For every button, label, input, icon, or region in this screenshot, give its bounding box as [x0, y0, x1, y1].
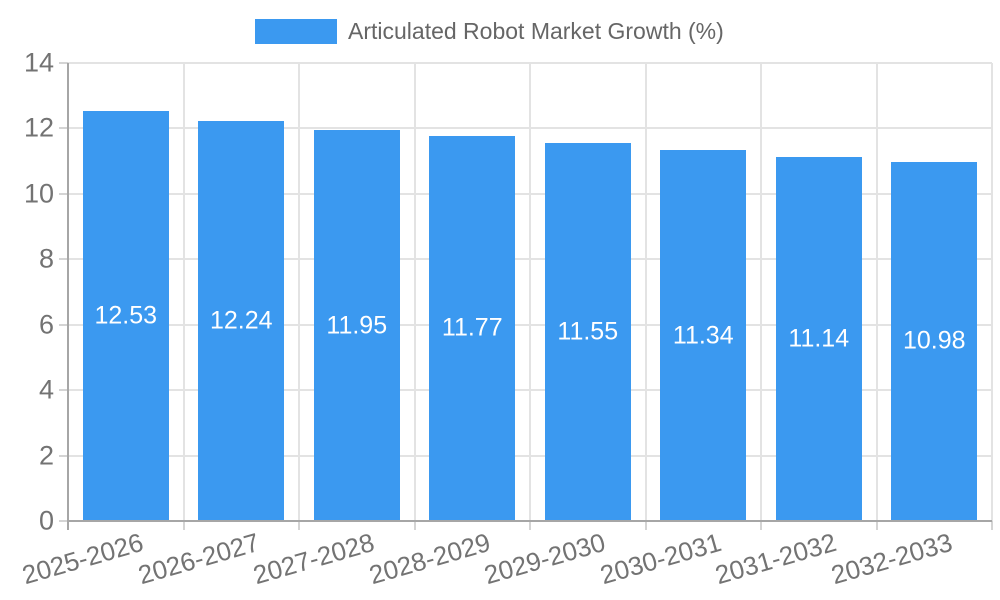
y-axis-line — [67, 63, 69, 530]
bar[interactable] — [82, 111, 169, 521]
y-tick-mark — [59, 62, 68, 64]
x-tick-mark — [875, 521, 878, 530]
x-tick-mark — [413, 521, 416, 530]
x-gridline — [991, 63, 993, 521]
y-tick-label: 8 — [38, 243, 54, 274]
bar[interactable] — [891, 161, 978, 521]
x-gridline — [529, 63, 531, 521]
x-tick-mark — [182, 521, 185, 530]
y-tick-mark — [59, 520, 68, 522]
bar[interactable] — [198, 120, 285, 521]
y-tick-label: 0 — [38, 505, 54, 536]
y-tick-mark — [59, 389, 68, 392]
x-gridline — [760, 63, 762, 521]
x-tick-label: 2025-2026 — [19, 527, 148, 591]
y-tick-label: 6 — [38, 309, 54, 340]
x-tick-mark — [298, 521, 300, 530]
x-tick-mark — [760, 521, 762, 530]
x-gridline — [298, 63, 300, 521]
y-tick-mark — [59, 258, 68, 261]
bar[interactable] — [429, 135, 516, 521]
y-tick-label: 14 — [23, 47, 54, 78]
x-tick-label: 2032-2033 — [827, 527, 956, 591]
bar[interactable] — [313, 130, 400, 521]
legend-label: Articulated Robot Market Growth (%) — [348, 18, 724, 44]
legend-swatch-icon — [255, 19, 337, 44]
y-tick-label: 10 — [23, 178, 54, 209]
x-tick-label: 2027-2028 — [250, 527, 379, 591]
y-tick-label: 2 — [38, 440, 54, 471]
y-tick-label: 12 — [23, 112, 54, 143]
x-tick-label: 2031-2032 — [712, 527, 841, 591]
y-tick-mark — [59, 323, 68, 326]
bar[interactable] — [775, 156, 862, 521]
y-tick-label: 4 — [38, 374, 54, 405]
x-gridline — [413, 63, 416, 521]
bar[interactable] — [660, 150, 747, 521]
y-tick-mark — [59, 454, 68, 457]
x-tick-mark — [67, 521, 69, 530]
x-gridline — [182, 63, 185, 521]
x-tick-label: 2026-2027 — [134, 527, 263, 591]
bar[interactable] — [544, 143, 631, 521]
x-tick-label: 2030-2031 — [596, 527, 725, 591]
x-tick-label: 2029-2030 — [481, 527, 610, 591]
legend[interactable]: Articulated Robot Market Growth (%) — [255, 18, 724, 45]
x-tick-label: 2028-2029 — [365, 527, 494, 591]
y-tick-mark — [59, 127, 68, 130]
x-gridline — [644, 63, 647, 521]
x-gridline — [875, 63, 878, 521]
y-gridline — [68, 62, 992, 64]
x-tick-mark — [644, 521, 647, 530]
x-tick-mark — [529, 521, 531, 530]
y-tick-mark — [59, 192, 68, 195]
x-tick-mark — [991, 521, 993, 530]
